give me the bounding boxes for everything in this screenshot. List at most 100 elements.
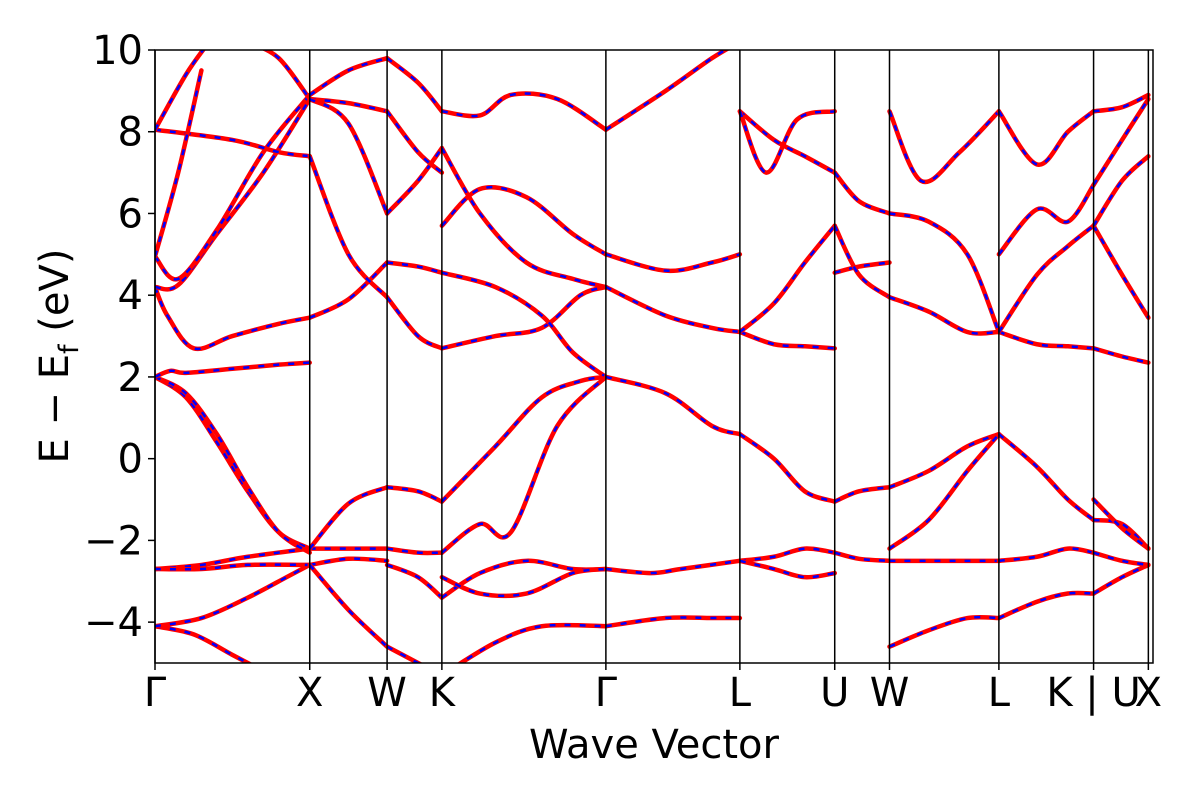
y-axis-title-unit: (eV) bbox=[32, 249, 78, 345]
x-tick-label-8: L bbox=[988, 670, 1011, 716]
x-tick-label-10: X bbox=[1135, 670, 1162, 716]
band-77-dashed-line bbox=[1092, 225, 1150, 319]
band-59-line bbox=[832, 170, 892, 216]
band-16 bbox=[307, 562, 390, 649]
band-44-line bbox=[603, 615, 743, 629]
band-66-dashed-line bbox=[889, 615, 999, 648]
band-22 bbox=[307, 96, 390, 216]
band-39 bbox=[439, 184, 609, 257]
x-tick-label-3: K bbox=[429, 670, 457, 716]
band-33-dashed-line bbox=[441, 376, 607, 554]
x-tick-label-2: W bbox=[367, 670, 407, 716]
band-24 bbox=[384, 485, 445, 504]
band-0 bbox=[155, 623, 253, 663]
band-66-line bbox=[887, 614, 1002, 649]
band-8-dashed-line bbox=[155, 98, 311, 291]
band-54-line bbox=[737, 558, 837, 580]
band-5-dashed-line bbox=[155, 375, 311, 554]
y-tick-label-0: −4 bbox=[84, 600, 143, 646]
band-31-line bbox=[384, 55, 445, 114]
band-71-dashed-line bbox=[997, 184, 1095, 256]
band-43-dashed-line bbox=[605, 559, 741, 575]
band-33-line bbox=[439, 374, 609, 555]
band-45 bbox=[603, 284, 743, 335]
band-59-dashed-line bbox=[833, 171, 890, 215]
band-22-line bbox=[307, 96, 390, 216]
band-57-dashed-line bbox=[834, 551, 890, 563]
x-axis-title: Wave Vector bbox=[529, 722, 780, 768]
band-67 bbox=[996, 431, 1096, 523]
band-47 bbox=[603, 50, 730, 132]
band-68 bbox=[996, 329, 1096, 351]
band-36-line bbox=[456, 622, 609, 663]
band-63-line bbox=[887, 211, 1002, 335]
band-46-line bbox=[603, 252, 743, 274]
band-64-line bbox=[887, 109, 1002, 185]
band-77 bbox=[1091, 223, 1151, 320]
band-50-dashed-line bbox=[739, 224, 836, 333]
band-21 bbox=[307, 154, 390, 300]
band-53-line bbox=[737, 546, 837, 564]
band-62 bbox=[887, 294, 1002, 336]
band-7-dashed-line bbox=[155, 286, 310, 351]
band-49 bbox=[737, 329, 837, 351]
band-78-dashed-line bbox=[1092, 98, 1150, 186]
band-43 bbox=[603, 558, 743, 576]
band-25-dashed-line bbox=[386, 563, 443, 599]
band-69-line bbox=[996, 223, 1096, 335]
band-80 bbox=[1091, 154, 1151, 228]
band-81 bbox=[1091, 562, 1151, 596]
band-42-dashed-line bbox=[605, 375, 741, 436]
band-27 bbox=[384, 294, 445, 351]
band-61 bbox=[887, 431, 1002, 551]
band-13-dashed-line bbox=[263, 50, 311, 100]
band-9-dashed-line bbox=[155, 94, 311, 281]
band-78 bbox=[1091, 96, 1151, 188]
bands-layer bbox=[155, 50, 1151, 663]
band-48-dashed-line bbox=[739, 433, 836, 503]
band-24-dashed-line bbox=[386, 486, 443, 503]
band-81-line bbox=[1091, 562, 1151, 596]
band-11-line bbox=[155, 68, 204, 259]
band-17 bbox=[307, 485, 390, 551]
band-75-line bbox=[1091, 497, 1151, 551]
y-tick-label-6: 8 bbox=[118, 110, 143, 156]
band-8-line bbox=[155, 96, 312, 292]
band-40-line bbox=[439, 145, 609, 290]
band-19 bbox=[307, 96, 390, 114]
band-46 bbox=[603, 252, 743, 274]
band-7 bbox=[155, 284, 312, 352]
band-58-line bbox=[832, 223, 892, 300]
y-tick-label-1: −2 bbox=[84, 518, 143, 564]
x-tick-label-5: L bbox=[729, 670, 752, 716]
band-5 bbox=[155, 374, 312, 555]
band-53-dashed-line bbox=[739, 547, 835, 563]
y-tick-label-5: 6 bbox=[118, 191, 143, 237]
band-52 bbox=[737, 109, 837, 175]
band-52-dashed-line bbox=[738, 110, 835, 174]
band-32-dashed-line bbox=[440, 375, 607, 503]
band-73-line bbox=[996, 590, 1096, 621]
band-20-line bbox=[307, 55, 390, 98]
band-64-dashed-line bbox=[888, 110, 1000, 184]
y-axis-title-sub: f bbox=[54, 343, 85, 354]
band-20-dashed-line bbox=[309, 56, 388, 97]
band-71-line bbox=[996, 182, 1096, 257]
band-51-dashed-line bbox=[739, 110, 836, 174]
band-68-dashed-line bbox=[998, 330, 1094, 350]
band-16-dashed-line bbox=[308, 564, 388, 648]
y-axis-title-main: E − E bbox=[32, 354, 78, 464]
band-45-line bbox=[603, 284, 743, 335]
band-29-line bbox=[384, 145, 445, 216]
band-19-line bbox=[307, 96, 390, 114]
band-48 bbox=[737, 431, 837, 504]
band-69 bbox=[996, 223, 1096, 335]
band-1 bbox=[155, 562, 312, 629]
x-tick-label-9: K | U bbox=[1046, 670, 1140, 716]
band-36 bbox=[456, 622, 609, 663]
band-20 bbox=[307, 55, 390, 98]
band-24-line bbox=[384, 485, 445, 504]
band-11-dashed-line bbox=[155, 70, 203, 257]
